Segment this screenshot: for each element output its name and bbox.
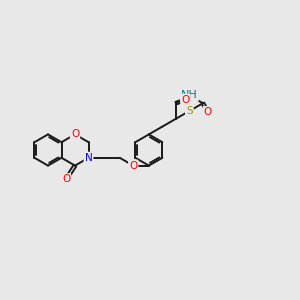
Text: O: O [62,174,70,184]
Text: NH: NH [181,90,198,100]
Text: N: N [85,153,92,163]
Text: O: O [181,95,190,105]
Text: O: O [204,107,212,117]
Text: S: S [186,106,193,116]
Text: O: O [71,129,79,140]
Text: O: O [129,160,137,171]
